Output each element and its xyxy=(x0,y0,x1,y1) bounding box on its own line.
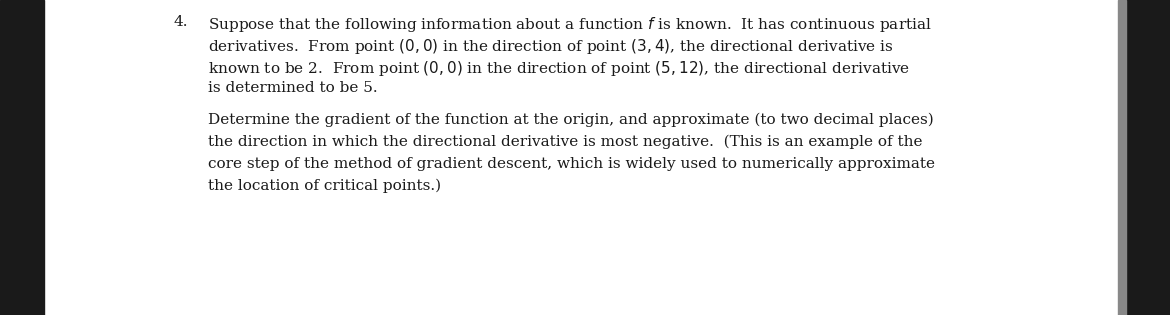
Text: 4.: 4. xyxy=(173,15,187,29)
Text: core step of the method of gradient descent, which is widely used to numerically: core step of the method of gradient desc… xyxy=(208,157,935,171)
Text: the direction in which the directional derivative is most negative.  (This is an: the direction in which the directional d… xyxy=(208,135,923,149)
Text: known to be 2.  From point $(0, 0)$ in the direction of point $(5, 12)$, the dir: known to be 2. From point $(0, 0)$ in th… xyxy=(208,59,910,78)
Text: the location of critical points.): the location of critical points.) xyxy=(208,179,441,193)
Bar xyxy=(1117,0,1126,315)
Bar xyxy=(0,0,44,315)
Text: Suppose that the following information about a function $f$ is known.  It has co: Suppose that the following information a… xyxy=(208,15,932,34)
Text: Determine the gradient of the function at the origin, and approximate (to two de: Determine the gradient of the function a… xyxy=(208,113,934,127)
Text: derivatives.  From point $(0, 0)$ in the direction of point $(3, 4)$, the direct: derivatives. From point $(0, 0)$ in the … xyxy=(208,37,894,56)
Bar xyxy=(1126,0,1170,315)
Text: is determined to be 5.: is determined to be 5. xyxy=(208,81,378,95)
